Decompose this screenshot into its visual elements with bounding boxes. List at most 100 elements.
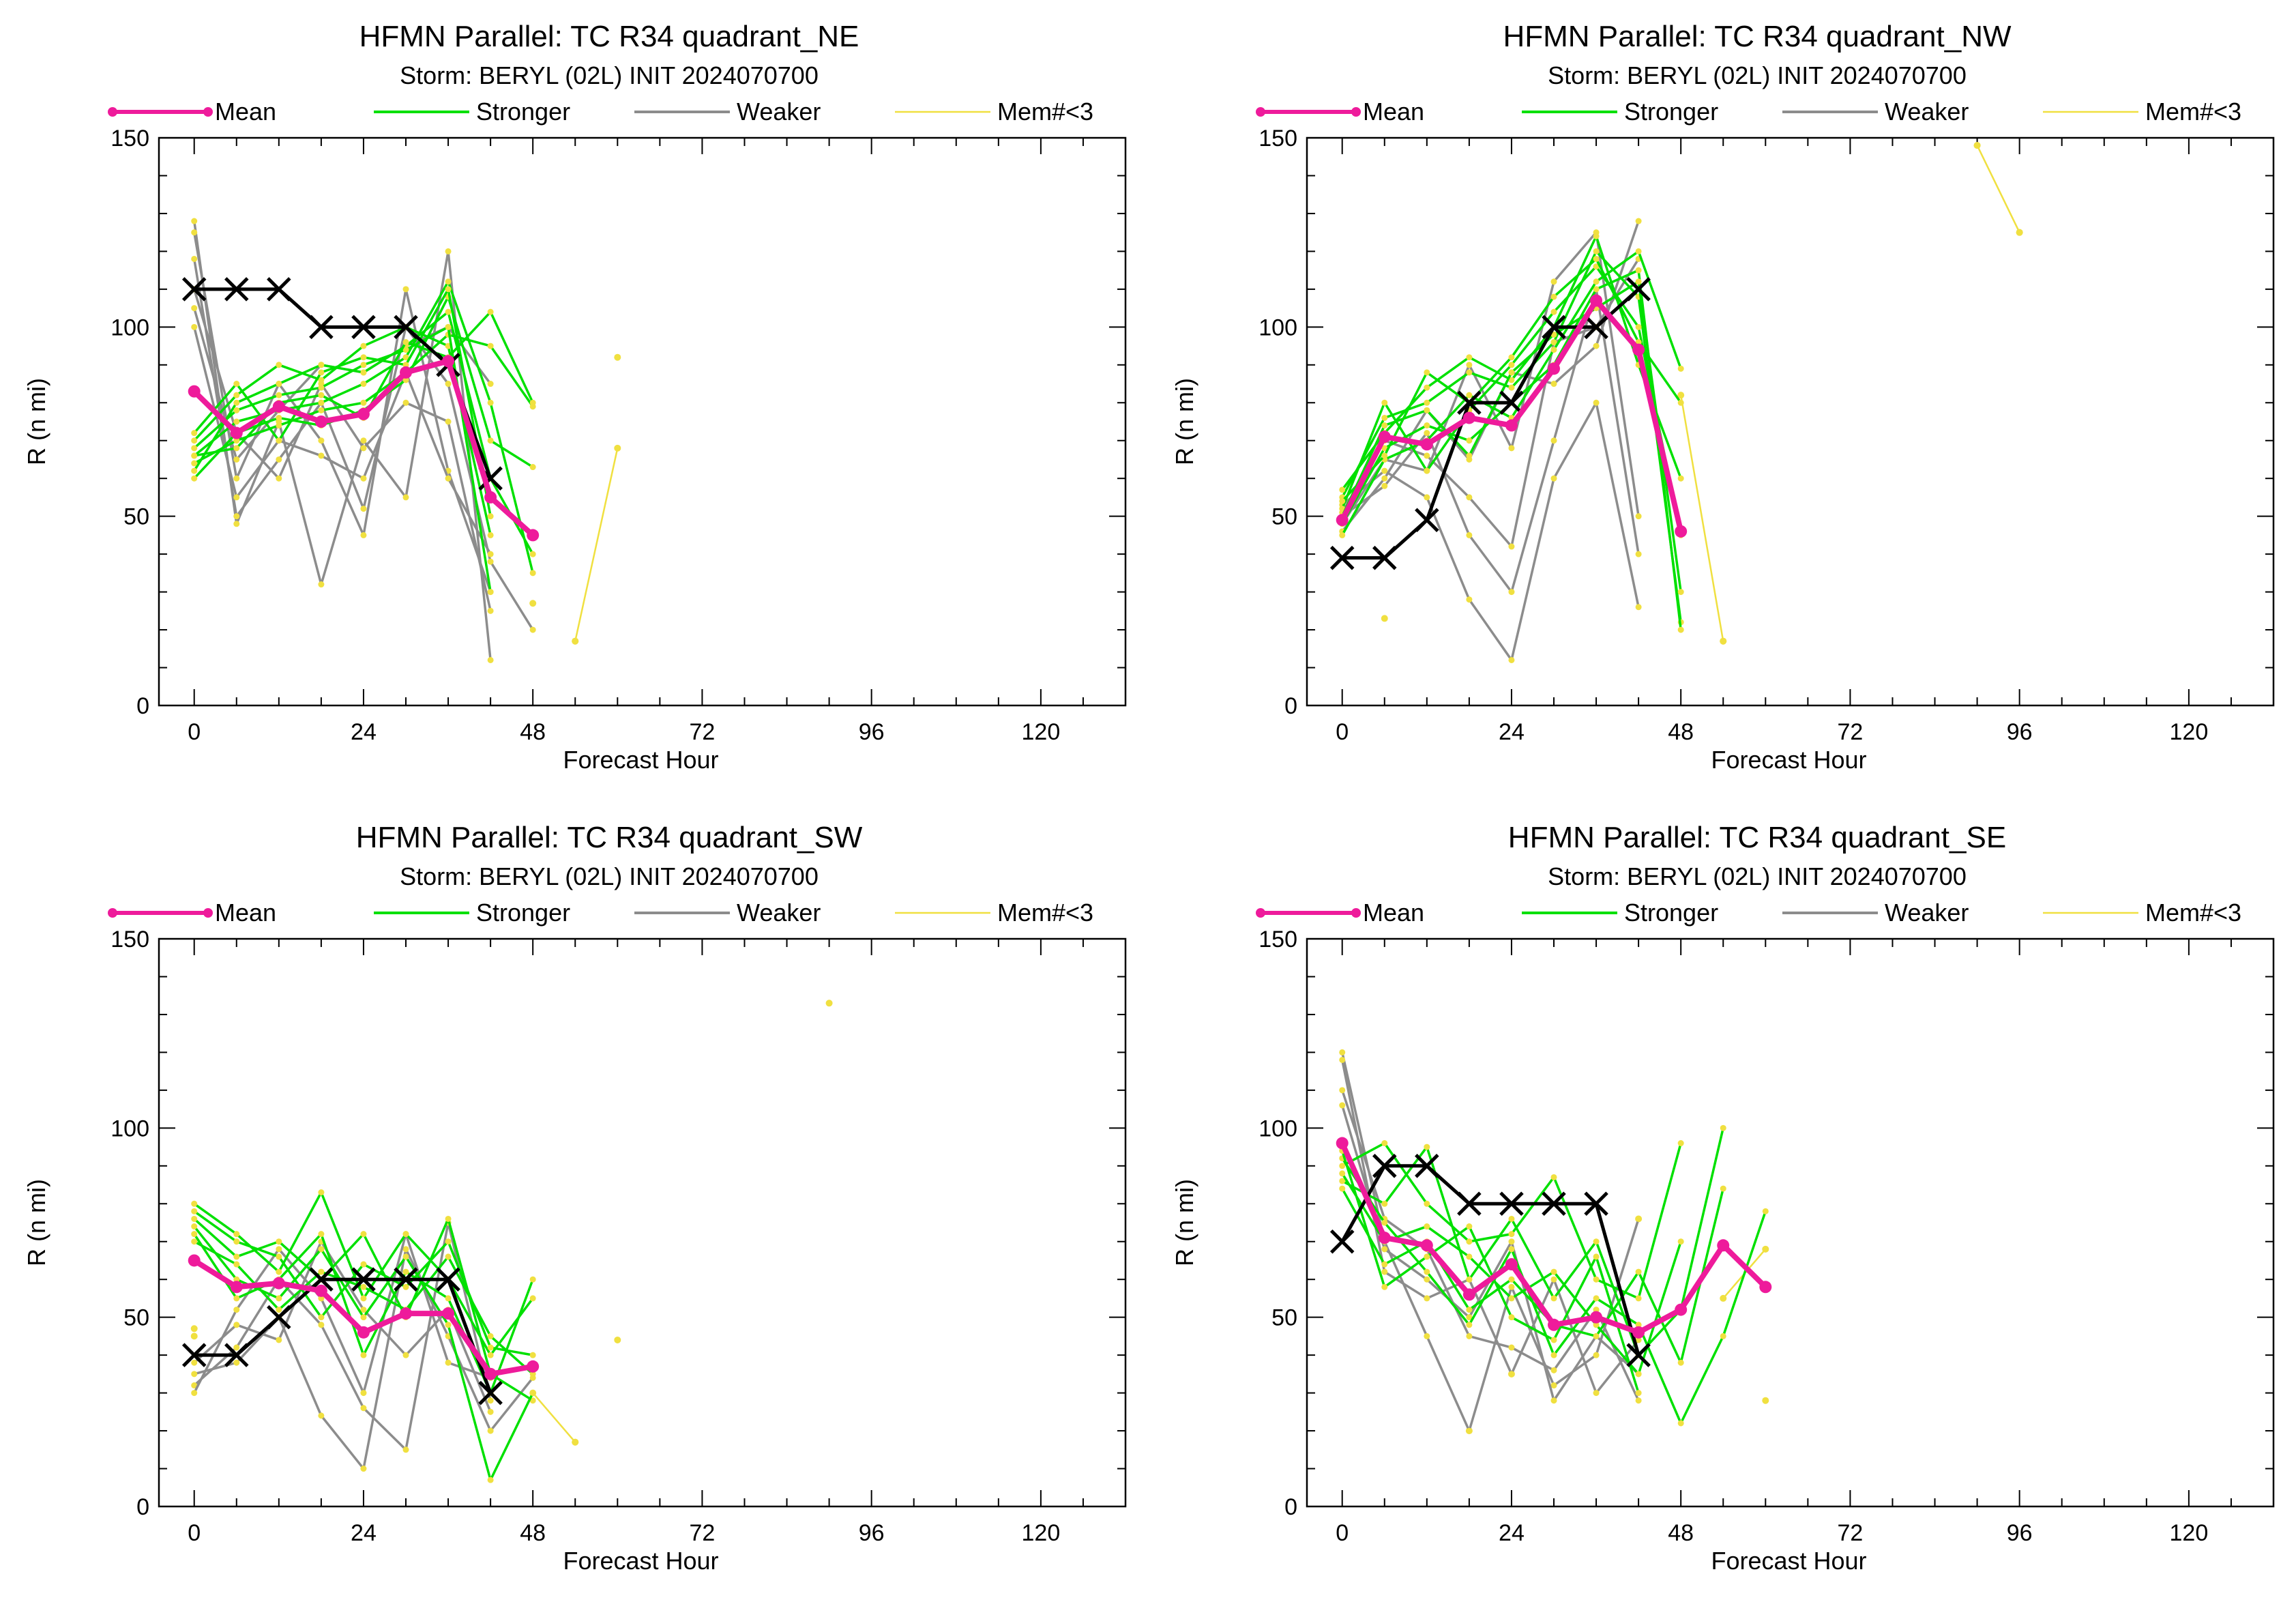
official-forecast-line [1340,1164,1640,1356]
plot-frame [1306,937,2275,1508]
stronger-member-point [487,589,494,596]
stronger-member-point [233,399,240,406]
stronger-member-point [1593,1332,1600,1339]
stronger-member-point [276,1268,282,1275]
weaker-member-point [1466,596,1473,603]
stronger-member-point [1677,1238,1684,1245]
stronger-member-point [360,399,367,406]
official-forecast-marker [1457,1191,1482,1217]
stronger-member-point [233,418,240,425]
weaker-member-point [1635,1397,1642,1404]
mean-point [527,1360,540,1373]
stronger-member-point [233,1295,240,1302]
stronger-member-point [191,430,198,437]
stronger-member-point [1677,1140,1684,1147]
few-members-point [190,1325,198,1332]
weaker-member-point [402,1352,409,1358]
stronger-member-point [1381,422,1388,429]
stronger-member-point [318,407,325,413]
y-tick-label: 0 [136,1494,149,1520]
official-forecast-marker [1415,1154,1439,1178]
x-tick-label: 96 [2007,719,2033,745]
official-forecast-marker [1542,1191,1566,1217]
chart-se: HFMN Parallel: TC R34 quadrant_SE Storm: … [1171,821,2275,1575]
stronger-member-point [191,467,198,474]
stronger-member-point [1677,475,1684,482]
stronger-member-point [1677,589,1684,596]
weaker-member-line [1341,1052,1640,1432]
weaker-member-point [1508,1344,1515,1351]
weaker-member-point [1508,1283,1515,1290]
x-axis-label: Forecast Hour [1711,1547,1866,1575]
stronger-member-point [445,1295,452,1302]
x-tick-label: 48 [520,1520,546,1546]
weaker-member-point [360,1390,367,1397]
stronger-member-point [1593,255,1600,262]
stronger-member-point [1466,452,1473,459]
stronger-member-point [233,1238,240,1245]
mean-point [272,400,285,413]
weaker-member-point [318,1295,325,1302]
few-members-line [1679,394,1724,641]
weaker-member-point [1381,1268,1388,1275]
stronger-member-point [1593,1253,1600,1260]
stronger-member-point [529,1371,536,1378]
weaker-member-point [487,558,494,565]
x-tick-label: 24 [351,719,377,745]
x-tick-label: 96 [859,719,885,745]
x-tick-label: 0 [188,1520,201,1546]
chart-sw: HFMN Parallel: TC R34 quadrant_SW Storm: … [23,821,1127,1575]
stronger-member-point [1593,233,1600,239]
stronger-member-point [1677,1359,1684,1366]
stronger-member-point [360,369,367,376]
weaker-member-point [1508,543,1515,550]
weaker-member-point [191,255,198,262]
stronger-member-point [487,1332,494,1339]
stronger-member-point [191,1200,198,1207]
weaker-member-point [1593,343,1600,349]
stronger-member-point [233,437,240,444]
mean-point [314,416,327,428]
stronger-member-point [1339,486,1346,493]
stronger-member-point [402,1231,409,1238]
stronger-member-point [1677,626,1684,633]
stronger-member-point [276,437,282,444]
chart-panel-sw: HFMN Parallel: TC R34 quadrant_SW Storm: … [0,801,1148,1602]
stronger-member-point [1635,1295,1642,1302]
weaker-member-point [1635,1337,1642,1343]
chart-panel-ne: HFMN Parallel: TC R34 quadrant_NE Storm: … [0,0,1148,801]
weaker-member-line [193,1240,492,1413]
stronger-member-point [1466,1307,1473,1313]
x-tick-label: 120 [2170,1520,2209,1546]
mean-point [272,1277,285,1290]
stronger-member-point [1466,1276,1473,1283]
weaker-member-point [1550,475,1557,482]
mean-point [1336,1137,1349,1150]
legend-marker-mean [1256,908,1265,918]
few-members-point [1762,1397,1769,1404]
weaker-member-point [233,1344,240,1351]
stronger-member-point [1635,339,1642,346]
weaker-member-point [1424,452,1430,459]
mean-point [1378,1232,1391,1244]
weaker-member-point [233,475,240,482]
legend-label-weaker: Weaker [1885,98,1969,126]
weaker-member-point [445,475,452,482]
plot-frame [1306,136,2275,707]
stronger-member-point [191,1231,198,1238]
stronger-member-point [1508,362,1515,368]
y-axis-label: R (n mi) [23,1179,50,1266]
y-tick-label: 150 [111,927,149,952]
weaker-member-point [402,494,409,501]
mean-point [1420,438,1433,451]
stronger-member-point [487,1476,494,1483]
stronger-member-point [402,1283,409,1290]
x-tick-label: 96 [2007,1520,2033,1546]
few-members-point [825,1000,833,1007]
stronger-member-point [1635,278,1642,285]
weaker-member-point [1550,1276,1557,1283]
weaker-member-point [1424,1332,1430,1339]
stronger-member-point [1550,1337,1557,1343]
weaker-member-point [191,305,198,312]
weaker-member-point [1466,494,1473,501]
